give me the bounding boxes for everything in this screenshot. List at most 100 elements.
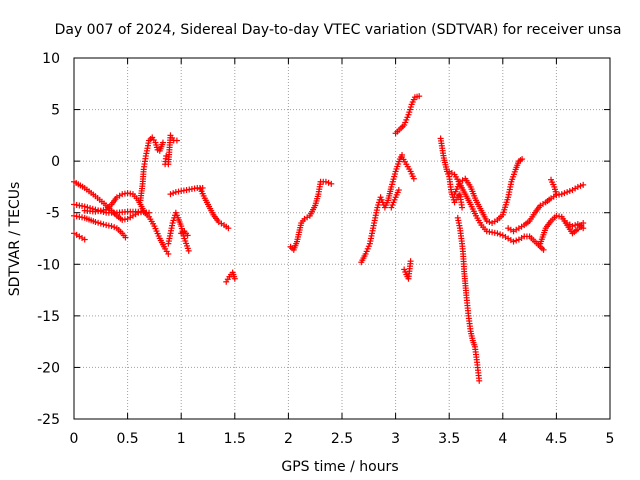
x-tick-label: 1.5 bbox=[224, 431, 246, 447]
data-point bbox=[510, 238, 517, 245]
data-point bbox=[497, 231, 504, 238]
data-point bbox=[566, 188, 573, 195]
data-point bbox=[410, 175, 417, 182]
satellite-track bbox=[401, 258, 414, 282]
satellite-track bbox=[197, 185, 232, 232]
data-point bbox=[558, 191, 565, 198]
x-tick-labels: 0 0.5 1 1.5 2 2.5 3 3.5 4 4.5 5 bbox=[70, 431, 615, 447]
data-point bbox=[416, 93, 423, 100]
satellite-track bbox=[81, 190, 147, 215]
data-point bbox=[577, 182, 584, 189]
data-point bbox=[167, 191, 174, 198]
data-point bbox=[580, 220, 587, 227]
data-point bbox=[159, 139, 166, 146]
x-tick-label: 3 bbox=[391, 431, 400, 447]
satellite-track bbox=[388, 187, 402, 211]
y-tick-label: 0 bbox=[51, 154, 60, 170]
data-series bbox=[71, 93, 587, 384]
satellite-track bbox=[71, 201, 153, 216]
x-tick-label: 0 bbox=[70, 431, 79, 447]
data-point bbox=[122, 234, 129, 241]
x-tick-label: 4.5 bbox=[545, 431, 567, 447]
data-point bbox=[564, 189, 571, 196]
data-point bbox=[580, 225, 587, 232]
y-tick-labels: 10 5 0 -5 -10 -15 -20 -25 bbox=[37, 51, 60, 428]
data-point bbox=[100, 221, 107, 228]
data-point bbox=[231, 275, 238, 282]
x-tick-label: 5 bbox=[606, 431, 615, 447]
y-tick-label: -25 bbox=[37, 412, 60, 428]
satellite-track bbox=[437, 135, 466, 211]
data-point bbox=[95, 219, 102, 226]
data-point bbox=[140, 207, 147, 214]
data-point bbox=[170, 190, 177, 197]
data-point bbox=[519, 156, 526, 163]
data-point bbox=[561, 190, 568, 197]
x-tick-label: 2.5 bbox=[331, 431, 353, 447]
x-tick-label: 2 bbox=[284, 431, 293, 447]
satellite-track bbox=[167, 184, 206, 198]
data-point bbox=[513, 237, 520, 244]
data-point bbox=[476, 377, 483, 384]
data-point bbox=[163, 152, 170, 159]
y-tick-label: -5 bbox=[46, 206, 60, 222]
y-tick-label: -10 bbox=[37, 257, 60, 273]
satellite-track bbox=[392, 93, 423, 137]
satellite-track bbox=[178, 228, 191, 239]
data-point bbox=[325, 179, 332, 186]
satellite-track bbox=[564, 220, 587, 232]
satellite-track bbox=[548, 176, 560, 198]
data-point bbox=[459, 204, 466, 211]
plot-frame bbox=[73, 57, 611, 420]
x-tick-label: 0.5 bbox=[116, 431, 138, 447]
satellite-track bbox=[399, 154, 417, 182]
data-point bbox=[569, 223, 576, 230]
satellite-track bbox=[71, 212, 129, 241]
satellite-track bbox=[162, 152, 170, 168]
x-tick-label: 4 bbox=[498, 431, 507, 447]
satellite-track bbox=[454, 214, 483, 384]
satellite-track bbox=[71, 230, 88, 243]
y-tick-label: -20 bbox=[37, 360, 60, 376]
data-point bbox=[494, 230, 501, 237]
data-point bbox=[407, 258, 414, 265]
data-point bbox=[328, 180, 335, 187]
x-tick-label: 1 bbox=[177, 431, 186, 447]
data-point bbox=[92, 218, 99, 225]
data-point bbox=[486, 218, 493, 225]
data-point bbox=[173, 137, 180, 144]
satellite-track bbox=[446, 168, 547, 253]
data-point bbox=[540, 246, 547, 253]
data-point bbox=[97, 220, 104, 227]
data-point bbox=[395, 187, 402, 194]
x-tick-label: 3.5 bbox=[438, 431, 460, 447]
y-axis-label: SDTVAR / TECUs bbox=[7, 182, 23, 297]
data-point bbox=[553, 191, 560, 198]
data-point bbox=[185, 247, 192, 254]
data-point bbox=[146, 209, 153, 216]
data-point bbox=[165, 250, 172, 257]
chart-title: Day 007 of 2024, Sidereal Day-to-day VTE… bbox=[55, 22, 622, 38]
data-point bbox=[580, 181, 587, 188]
y-tick-label: 10 bbox=[42, 51, 60, 67]
satellite-track bbox=[451, 156, 526, 227]
data-point bbox=[574, 183, 581, 190]
data-point bbox=[225, 225, 232, 232]
satellite-track bbox=[358, 151, 406, 266]
satellite-track bbox=[223, 269, 238, 285]
satellite-track bbox=[165, 132, 180, 168]
data-point bbox=[483, 217, 490, 224]
satellite-track bbox=[287, 178, 335, 253]
satellite-track bbox=[137, 134, 166, 204]
y-tick-label: 5 bbox=[51, 103, 60, 119]
x-axis-label: GPS time / hours bbox=[281, 459, 398, 475]
data-point bbox=[108, 223, 115, 230]
data-point bbox=[322, 178, 329, 185]
data-point bbox=[184, 232, 191, 239]
y-tick-label: -15 bbox=[37, 309, 60, 325]
grid-lines bbox=[74, 58, 610, 419]
data-point bbox=[111, 224, 118, 231]
satellite-track bbox=[505, 181, 587, 235]
